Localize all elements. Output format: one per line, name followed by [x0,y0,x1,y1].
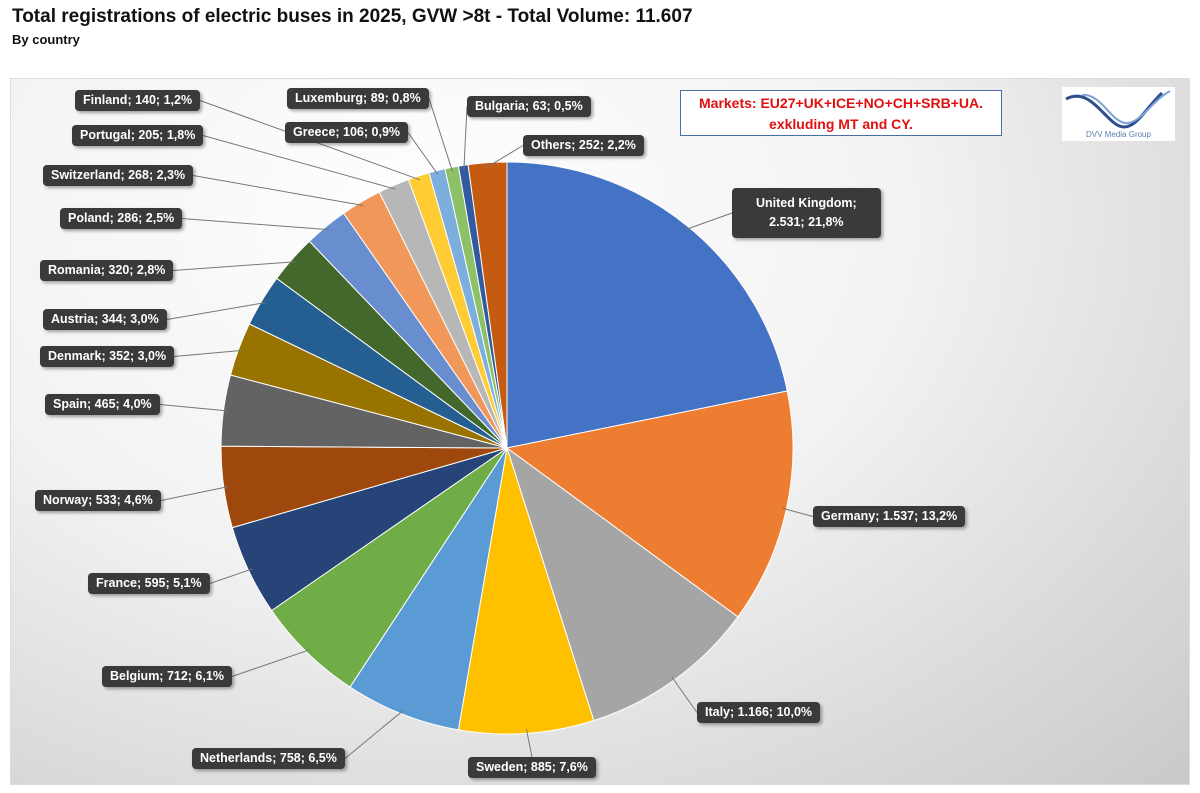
data-label-switzerland: Switzerland; 268; 2,3% [43,165,194,186]
logo-swoosh-icon [1065,90,1171,129]
markets-note-line-1: Markets: EU27+UK+ICE+NO+CH+SRB+UA. [699,95,983,111]
data-label-bulgaria: Bulgaria; 63; 0,5% [467,96,591,117]
leader-line-united-kingdom [685,212,733,231]
leader-line-austria [166,302,266,320]
chart-subtitle: By country [12,32,80,47]
data-label-austria: Austria; 344; 3,0% [43,309,167,330]
chart-title: Total registrations of electric buses in… [12,6,693,27]
data-label-portugal: Portugal; 205; 1,8% [72,125,204,146]
data-label-sweden: Sweden; 885; 7,6% [468,757,596,778]
pie-slice-netherlands [349,447,508,731]
leader-line-sweden [525,729,533,758]
leader-line-bulgaria [463,106,468,170]
leader-line-spain [159,404,228,412]
data-label-belgium: Belgium; 712; 6,1% [102,666,232,687]
leader-line-italy [671,676,698,713]
pie-slice-sweden [457,447,595,735]
data-label-romania: Romania; 320; 2,8% [40,260,174,281]
data-label-spain: Spain; 465; 4,0% [45,394,160,415]
leader-line-switzerland [192,175,364,206]
data-label-netherlands: Netherlands; 758; 6,5% [192,748,345,769]
leader-line-germany [782,507,814,517]
data-label-others: Others; 252; 2,2% [523,135,644,156]
leader-line-denmark [173,349,243,357]
data-label-france: France; 595; 5,1% [88,573,210,594]
leader-line-romania [172,261,296,271]
leader-line-belgium [231,649,311,677]
data-label-poland: Poland; 286; 2,5% [60,208,183,229]
pie-slice-united-kingdom [506,161,788,449]
logo-text: DVV Media Group [1086,130,1151,139]
data-label-norway: Norway; 533; 4,6% [35,490,161,511]
data-label-italy: Italy; 1.166; 10,0% [697,702,821,723]
pie-slice-others [467,161,508,449]
data-label-greece: Greece; 106; 0,9% [285,122,409,143]
dvv-logo: DVV Media Group [1062,87,1175,141]
leader-line-luxemburg [428,98,453,172]
markets-note-line-2: exkluding MT and CY. [769,116,913,132]
leader-line-others [487,145,524,168]
leader-line-netherlands [344,709,404,759]
data-label-germany: Germany; 1.537; 13,2% [813,506,966,527]
leader-line-poland [181,218,329,231]
leader-line-greece [407,132,439,175]
data-label-finland: Finland; 140; 1,2% [75,90,201,111]
leader-line-portugal [202,135,396,190]
leader-line-france [209,568,253,584]
data-label-denmark: Denmark; 352; 3,0% [40,346,175,367]
markets-note: Markets: EU27+UK+ICE+NO+CH+SRB+UA. exklu… [680,90,1002,136]
data-label-luxemburg: Luxemburg; 89; 0,8% [287,88,429,109]
leader-line-norway [160,486,228,501]
data-label-united-kingdom: United Kingdom; 2.531; 21,8% [732,188,881,238]
